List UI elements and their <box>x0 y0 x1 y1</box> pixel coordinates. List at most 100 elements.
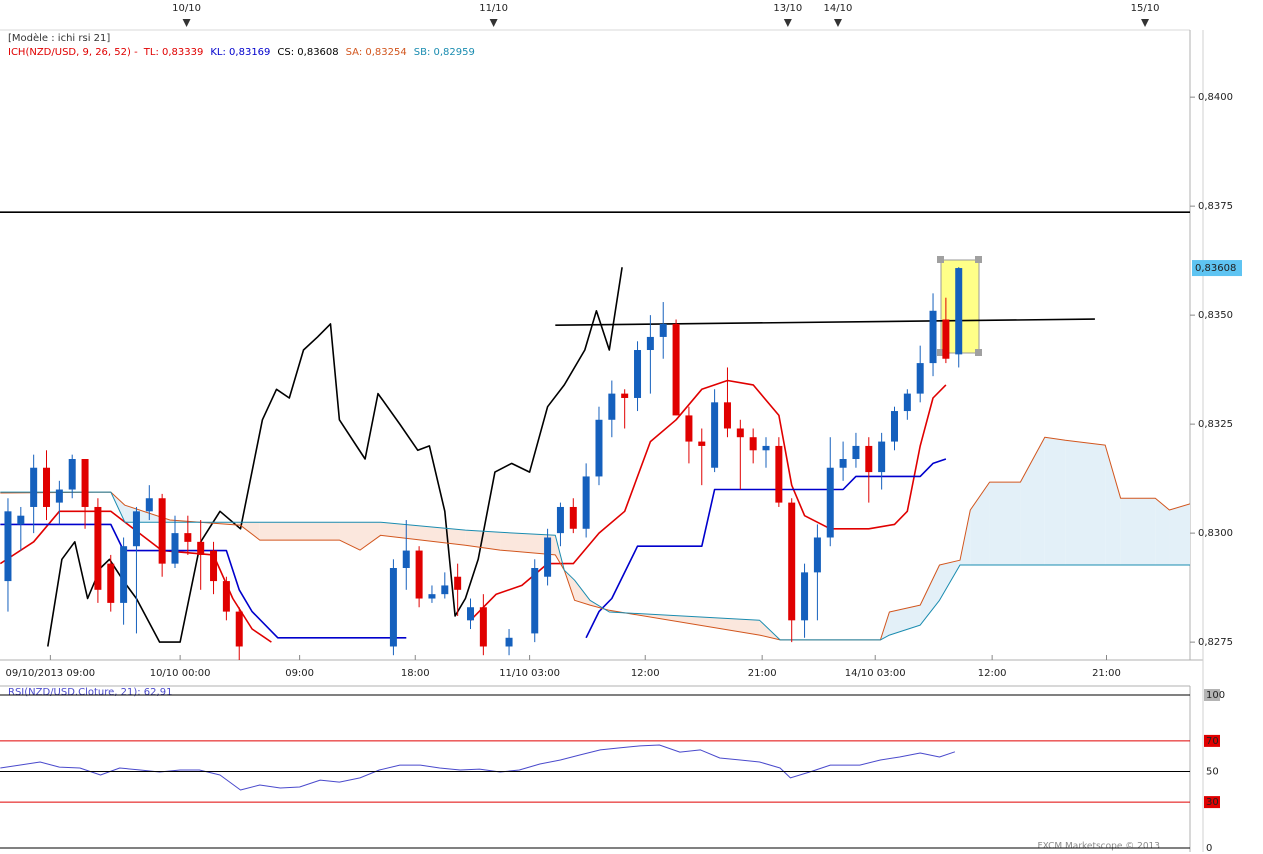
candle-body <box>68 459 76 490</box>
rsi-tick-bg <box>1204 765 1220 778</box>
rsi-tick-label: 70 <box>1206 736 1219 747</box>
selection-handle <box>975 349 982 356</box>
date-label: 15/10 <box>1131 3 1160 14</box>
footer: FXCM Marketscope © 2013 <box>1037 842 1160 852</box>
date-marker <box>489 19 498 27</box>
cloud-segment <box>1120 498 1156 565</box>
candle-body <box>184 533 192 542</box>
selection-handle <box>937 256 944 263</box>
candle-body <box>556 506 564 534</box>
cloud-segment <box>1020 437 1045 565</box>
date-label: 14/10 <box>824 3 853 14</box>
candle-body <box>659 323 667 337</box>
candle-body <box>672 323 680 416</box>
candle-body <box>839 459 847 468</box>
date-marker <box>1141 19 1150 27</box>
cloud-segment <box>380 522 466 546</box>
rsi-tick-bg <box>1204 689 1220 701</box>
rsi-title: RSI(NZD/USD.Cloture, 21): 62,91 <box>8 687 172 698</box>
candle-body <box>171 533 179 564</box>
candle-body <box>544 537 552 577</box>
legend-item: KL: 0,83169 <box>210 47 270 58</box>
indicator-line <box>0 491 1190 641</box>
legend-item: SA: 0,83254 <box>346 47 407 58</box>
cloud-segment <box>339 522 361 551</box>
cloud-segment <box>1155 498 1170 565</box>
candle-body <box>685 415 693 442</box>
x-tick-label: 21:00 <box>748 668 777 679</box>
candle-body <box>569 506 577 529</box>
candle-body <box>916 363 924 394</box>
x-tick-label: 18:00 <box>401 668 430 679</box>
x-tick-label: 09/10/2013 09:00 <box>6 668 96 679</box>
indicator-line <box>0 458 947 639</box>
template-label: [Modèle : ichi rsi 21] <box>8 32 110 44</box>
candle-body <box>582 476 590 529</box>
cloud-segment <box>465 530 501 551</box>
candle-body <box>852 445 860 460</box>
y-tick-label: 0,8300 <box>1198 528 1233 539</box>
candle-body <box>736 428 744 438</box>
indicator-line <box>0 436 1190 641</box>
candle-body <box>621 393 629 398</box>
date-marker <box>833 19 842 27</box>
candle-body <box>107 563 115 603</box>
candle-body <box>890 411 898 442</box>
candle-body <box>222 581 230 612</box>
candle-body <box>505 637 513 647</box>
price-tag-bg <box>1192 260 1242 277</box>
indicator-line <box>555 318 1095 326</box>
candle-body <box>4 511 12 582</box>
candle-body <box>43 467 51 507</box>
legend-item: CS: 0,83608 <box>277 47 338 58</box>
indicator-legend: ICH(NZD/USD, 9, 26, 52) - TL: 0,83339 KL: … <box>8 47 475 58</box>
cloud-segment <box>1169 503 1190 565</box>
cloud-segment <box>989 482 1021 565</box>
candle-body <box>210 550 218 582</box>
candle-body <box>120 546 128 603</box>
candle-body <box>132 511 140 547</box>
cloud-segment <box>500 532 556 555</box>
candle-body <box>878 441 886 473</box>
candle-body <box>81 459 89 507</box>
candle-body <box>145 498 153 512</box>
candle-body <box>389 568 397 647</box>
y-tick-label: 0,8350 <box>1198 310 1233 321</box>
candle-body <box>942 319 950 359</box>
x-tick-label: 21:00 <box>1092 668 1121 679</box>
cloud-segment <box>574 580 590 606</box>
y-tick-label: 0,8400 <box>1198 92 1233 103</box>
rsi-tick-bg <box>1204 796 1220 809</box>
cloud-segment <box>889 605 921 636</box>
candle-body <box>441 585 449 595</box>
candle-body <box>158 498 166 564</box>
candle-body <box>197 541 205 555</box>
candle-body <box>723 402 731 429</box>
candle-body <box>749 437 757 451</box>
candle-body <box>479 607 487 647</box>
cloud-segment <box>1065 440 1106 565</box>
candle-body <box>788 502 796 621</box>
candle-body <box>17 515 25 525</box>
candle-body <box>813 537 821 573</box>
selection-handle <box>937 349 944 356</box>
rsi-tick-label: 30 <box>1206 797 1219 808</box>
selection-handle <box>975 256 982 263</box>
rsi-tick-label: 0 <box>1206 843 1212 854</box>
candle-body <box>903 393 911 412</box>
candle-body <box>454 576 462 590</box>
x-tick-label: 09:00 <box>285 668 314 679</box>
date-marker <box>182 19 191 27</box>
candle-body <box>415 550 423 599</box>
date-label: 13/10 <box>773 3 802 14</box>
candle-body <box>698 441 706 446</box>
candle-body <box>634 350 642 398</box>
cloud-segment <box>1105 445 1121 565</box>
x-tick-label: 12:00 <box>631 668 660 679</box>
candle-body <box>531 568 539 634</box>
legend-item: TL: 0,83339 <box>143 47 204 58</box>
cloud-segment <box>939 560 961 601</box>
candle-body <box>646 336 654 351</box>
candle-body <box>402 550 410 569</box>
rsi-tick-label: 50 <box>1206 767 1219 778</box>
